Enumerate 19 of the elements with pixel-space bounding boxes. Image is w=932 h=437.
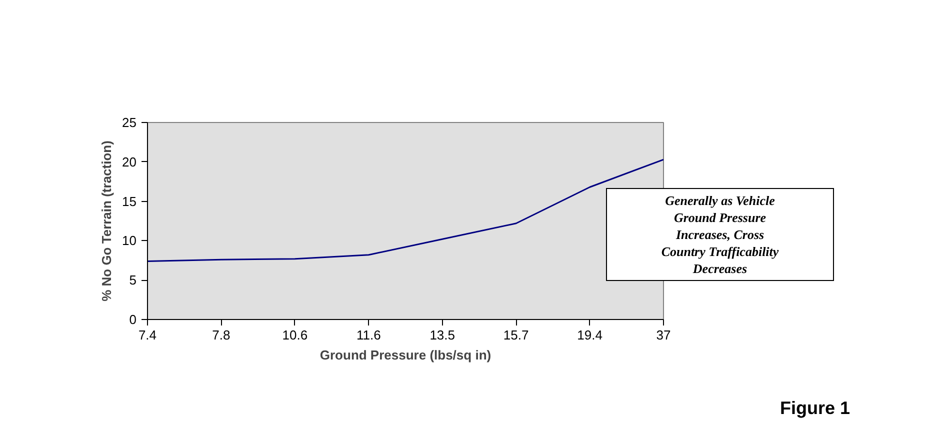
x-tick-label: 13.5	[430, 328, 456, 342]
y-tick-label: 25	[122, 115, 137, 130]
y-axis-title: % No Go Terrain (traction)	[99, 140, 114, 302]
y-tick-label: 0	[129, 312, 137, 327]
y-tick-label: 5	[129, 272, 137, 288]
y-tick-label: 20	[122, 154, 137, 170]
line-series	[148, 158, 664, 262]
x-tick-label: 7.4	[138, 328, 157, 342]
x-tick-label: 11.6	[356, 328, 381, 342]
caption: Figure 1	[780, 398, 850, 419]
y-tick-label: 15	[122, 194, 137, 209]
x-tick-label: 7.8	[212, 328, 230, 342]
y-tick-label: 10	[122, 233, 137, 248]
x-tick-label: 15.7	[503, 328, 529, 342]
x-tick-label: 10.6	[282, 328, 308, 342]
x-tick-label: 37	[656, 328, 671, 342]
x-axis-title: Ground Pressure (lbs/sq in)	[320, 348, 492, 362]
annotation-box: Generally as Vehicle Ground Pressure Increases, Cross Country Trafficability Decreases	[606, 188, 834, 281]
x-tick-label: 19.4	[577, 328, 602, 342]
